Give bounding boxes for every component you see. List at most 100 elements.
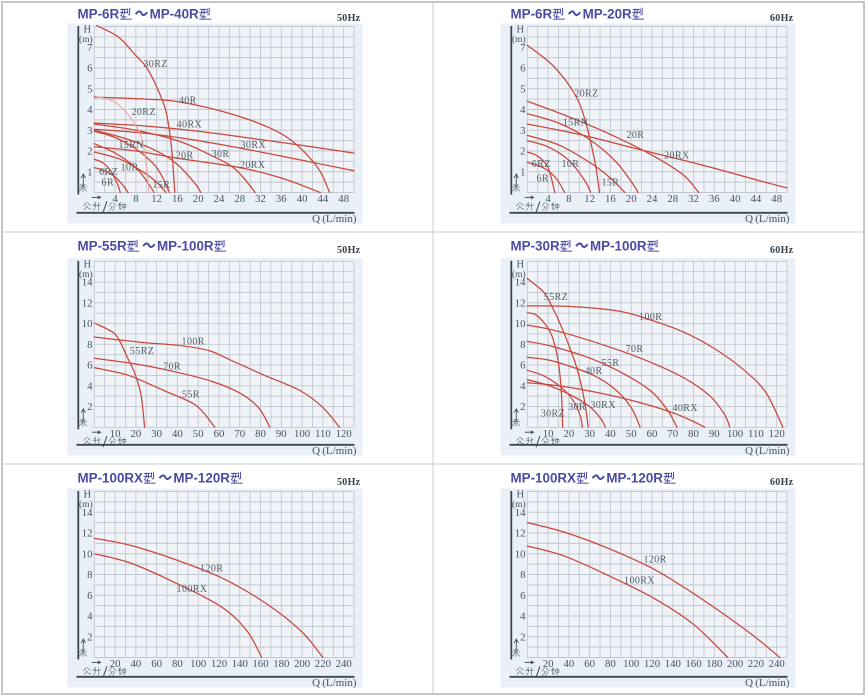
svg-text:MP-40R: MP-40R [150,6,199,21]
svg-text:40RX: 40RX [177,119,203,130]
svg-text:20RZ: 20RZ [132,107,156,118]
svg-text:3: 3 [87,125,92,137]
svg-text:100: 100 [727,428,743,440]
svg-text:H: H [517,259,525,270]
svg-text:60Hz: 60Hz [770,477,794,488]
svg-text:90: 90 [276,428,287,440]
svg-text:50Hz: 50Hz [337,13,361,24]
svg-text:36: 36 [276,193,287,205]
svg-text:14: 14 [515,277,526,289]
svg-text:40: 40 [297,193,308,205]
svg-text:4: 4 [520,104,526,116]
svg-text:MP-30R: MP-30R [511,238,560,253]
svg-text:(m): (m) [512,269,526,280]
svg-text:3: 3 [520,125,525,137]
svg-text:48: 48 [771,193,782,205]
svg-text:Q (L/min): Q (L/min) [312,445,357,457]
svg-text:15RN: 15RN [118,140,144,151]
svg-text:12: 12 [82,297,93,309]
svg-text:40: 40 [172,428,183,440]
svg-text:40R: 40R [179,96,197,107]
svg-text:80: 80 [688,428,699,440]
svg-text:20: 20 [131,428,142,440]
svg-text:200: 200 [727,658,743,670]
svg-text:10: 10 [515,548,526,560]
svg-text:Q (L/min): Q (L/min) [745,445,790,457]
svg-text:10R: 10R [561,159,579,170]
svg-text:140: 140 [665,658,681,670]
svg-text:8: 8 [566,193,571,205]
svg-text:(m): (m) [79,499,93,510]
svg-text:8: 8 [520,569,525,581]
svg-text:20R: 20R [176,151,194,162]
svg-text:70R: 70R [626,344,644,355]
svg-text:20R: 20R [626,130,644,141]
svg-text:30: 30 [151,428,162,440]
svg-text:Q (L/min): Q (L/min) [745,677,790,689]
svg-text:120: 120 [336,428,352,440]
svg-text:60: 60 [647,428,658,440]
svg-text:30RZ: 30RZ [541,409,565,420]
svg-text:80: 80 [172,658,183,670]
svg-text:8: 8 [520,339,525,351]
svg-text:6R: 6R [102,178,114,189]
svg-text:80: 80 [255,428,266,440]
svg-text:40RX: 40RX [672,403,698,414]
svg-text:4: 4 [520,611,526,623]
svg-text:MP-120R: MP-120R [606,470,663,485]
svg-text:20: 20 [193,193,204,205]
svg-text:16: 16 [605,193,616,205]
svg-text:MP-20R: MP-20R [583,6,632,21]
svg-text:20: 20 [543,658,554,670]
svg-text:4: 4 [545,193,551,205]
svg-text:40: 40 [564,658,575,670]
svg-text:12: 12 [82,528,93,540]
svg-text:2: 2 [520,631,525,643]
svg-text:10: 10 [110,428,121,440]
svg-text:30R: 30R [212,149,230,160]
svg-text:(m): (m) [79,34,93,45]
svg-text:120: 120 [211,658,227,670]
svg-text:100: 100 [623,658,639,670]
svg-text:44: 44 [751,193,762,205]
svg-text:50: 50 [193,428,204,440]
svg-text:(m): (m) [79,269,93,280]
svg-text:120R: 120R [200,564,223,575]
svg-text:30RX: 30RX [241,140,267,151]
svg-text:4: 4 [87,380,93,392]
svg-text:H: H [517,490,525,501]
svg-text:14: 14 [82,507,93,519]
svg-text:MP-100R: MP-100R [157,238,214,253]
svg-text:2: 2 [520,146,525,158]
svg-text:80: 80 [605,658,616,670]
svg-text:2: 2 [520,401,525,413]
svg-text:12: 12 [515,297,526,309]
svg-text:8: 8 [133,193,138,205]
svg-text:20: 20 [564,428,575,440]
svg-text:28: 28 [234,193,245,205]
svg-text:14: 14 [82,277,93,289]
svg-text:Q (L/min): Q (L/min) [312,677,357,689]
svg-text:6: 6 [87,63,93,75]
svg-text:140: 140 [232,658,248,670]
svg-text:4: 4 [112,193,118,205]
svg-text:12: 12 [151,193,162,205]
svg-text:30R: 30R [568,402,586,413]
svg-text:180: 180 [273,658,289,670]
svg-text:20: 20 [110,658,121,670]
svg-text:60: 60 [151,658,162,670]
svg-text:7: 7 [520,42,526,54]
svg-text:100: 100 [294,428,310,440]
svg-text:1: 1 [87,166,92,178]
svg-text:8: 8 [87,569,92,581]
svg-text:15R: 15R [601,178,619,189]
svg-text:6: 6 [87,360,93,372]
svg-text:20RX: 20RX [240,160,266,171]
svg-text:(m): (m) [512,34,526,45]
svg-text:55RZ: 55RZ [544,292,568,303]
svg-text:10: 10 [82,318,93,330]
svg-text:MP-6R: MP-6R [511,6,553,21]
svg-text:10: 10 [543,428,554,440]
svg-text:6: 6 [87,590,93,602]
svg-text:12: 12 [584,193,595,205]
